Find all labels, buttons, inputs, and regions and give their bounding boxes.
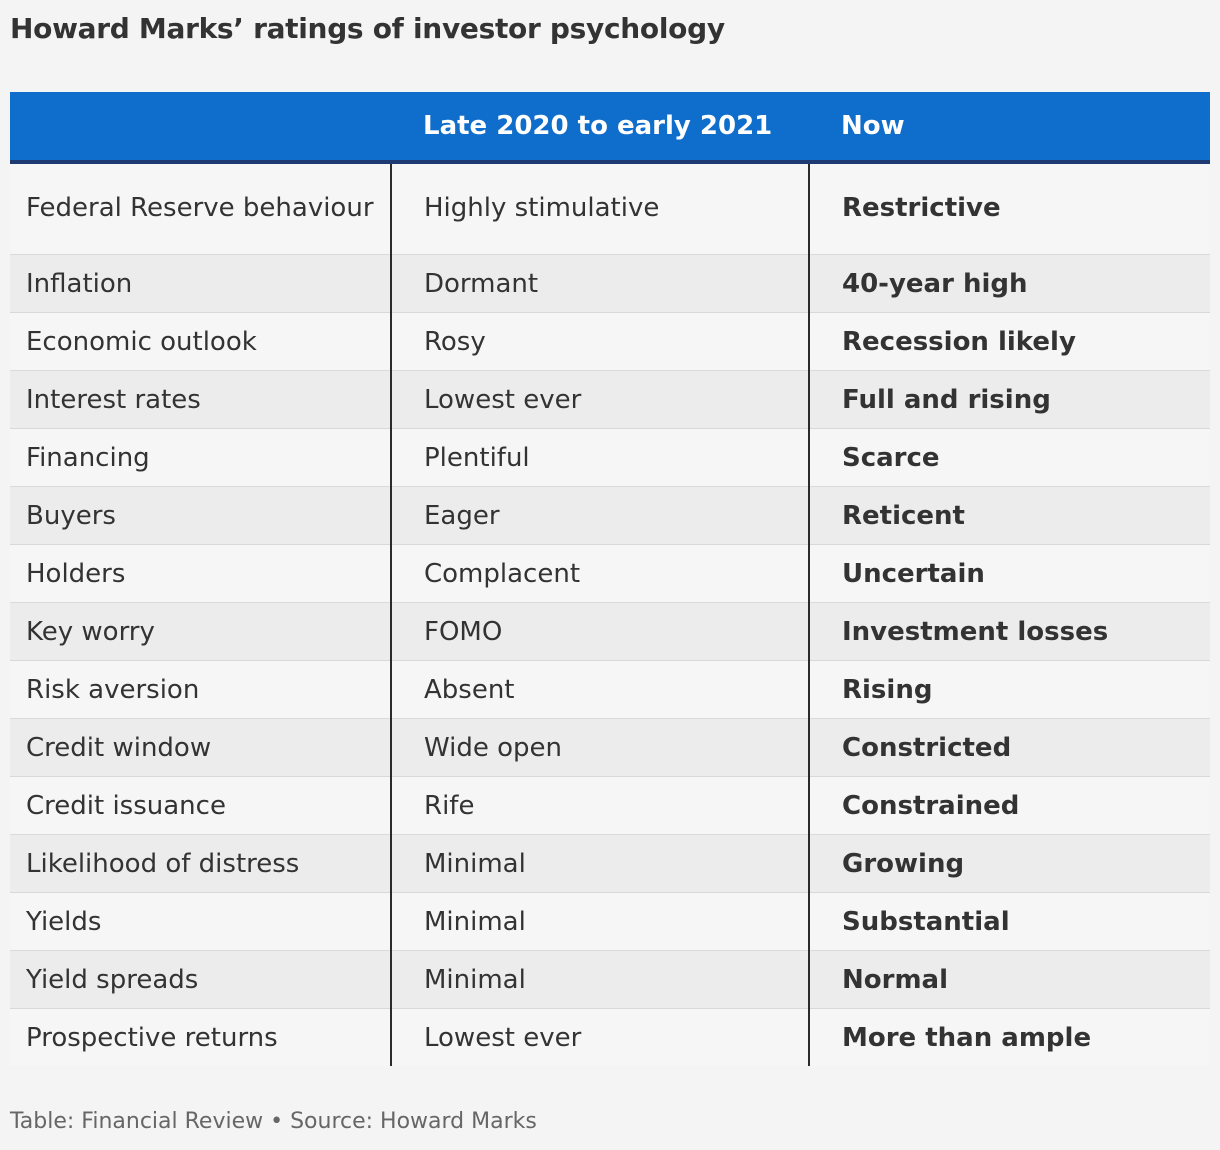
row-now-value: 40-year high — [808, 254, 1210, 313]
row-then-value: Lowest ever — [390, 370, 809, 429]
row-label: Economic outlook — [10, 312, 391, 371]
source-credit: Table: Financial Review • Source: Howard… — [10, 1109, 537, 1134]
row-now-value: Substantial — [808, 892, 1210, 951]
row-now-value: Full and rising — [808, 370, 1210, 429]
page-title: Howard Marks’ ratings of investor psycho… — [10, 12, 725, 45]
row-now-value: Constrained — [808, 776, 1210, 835]
row-then-value: Minimal — [390, 892, 809, 951]
table-row: Yield spreads Minimal Normal — [10, 950, 1210, 1009]
row-now-value: Growing — [808, 834, 1210, 893]
table-row: Interest rates Lowest ever Full and risi… — [10, 370, 1210, 429]
row-now-value: Investment losses — [808, 602, 1210, 661]
table-header-row: Late 2020 to early 2021 Now — [10, 92, 1210, 164]
row-now-value: Reticent — [808, 486, 1210, 545]
row-now-value: Recession likely — [808, 312, 1210, 371]
table-row: Financing Plentiful Scarce — [10, 428, 1210, 487]
table-row: Federal Reserve behaviour Highly stimula… — [10, 162, 1210, 255]
row-label: Interest rates — [10, 370, 391, 429]
row-now-value: Normal — [808, 950, 1210, 1009]
table-row: Credit window Wide open Constricted — [10, 718, 1210, 777]
row-label: Yields — [10, 892, 391, 951]
table-row: Inflation Dormant 40-year high — [10, 254, 1210, 313]
table-row: Likelihood of distress Minimal Growing — [10, 834, 1210, 893]
row-label: Buyers — [10, 486, 391, 545]
row-label: Prospective returns — [10, 1008, 391, 1066]
row-then-value: Minimal — [390, 834, 809, 893]
row-label: Yield spreads — [10, 950, 391, 1009]
row-then-value: Eager — [390, 486, 809, 545]
row-then-value: FOMO — [390, 602, 809, 661]
row-then-value: Plentiful — [390, 428, 809, 487]
table-row: Buyers Eager Reticent — [10, 486, 1210, 545]
table-body: Federal Reserve behaviour Highly stimula… — [10, 162, 1210, 1066]
table-header: Late 2020 to early 2021 Now — [10, 92, 1210, 164]
row-now-value: More than ample — [808, 1008, 1210, 1066]
row-then-value: Rosy — [390, 312, 809, 371]
row-label: Credit issuance — [10, 776, 391, 835]
row-label: Credit window — [10, 718, 391, 777]
row-now-value: Scarce — [808, 428, 1210, 487]
row-then-value: Lowest ever — [390, 1008, 809, 1066]
row-now-value: Constricted — [808, 718, 1210, 777]
row-then-value: Complacent — [390, 544, 809, 603]
row-then-value: Dormant — [390, 254, 809, 313]
row-then-value: Absent — [390, 660, 809, 719]
row-label: Likelihood of distress — [10, 834, 391, 893]
row-label: Federal Reserve behaviour — [10, 162, 391, 255]
row-now-value: Uncertain — [808, 544, 1210, 603]
row-then-value: Minimal — [390, 950, 809, 1009]
row-label: Holders — [10, 544, 391, 603]
table-row: Credit issuance Rife Constrained — [10, 776, 1210, 835]
table-row: Economic outlook Rosy Recession likely — [10, 312, 1210, 371]
row-label: Key worry — [10, 602, 391, 661]
header-cell-metric — [10, 92, 391, 164]
table-row: Prospective returns Lowest ever More tha… — [10, 1008, 1210, 1066]
row-then-value: Highly stimulative — [390, 162, 809, 255]
row-label: Financing — [10, 428, 391, 487]
table-row: Risk aversion Absent Rising — [10, 660, 1210, 719]
row-now-value: Restrictive — [808, 162, 1210, 255]
row-label: Inflation — [10, 254, 391, 313]
row-then-value: Wide open — [390, 718, 809, 777]
header-cell-then: Late 2020 to early 2021 — [391, 92, 809, 164]
row-now-value: Rising — [808, 660, 1210, 719]
row-label: Risk aversion — [10, 660, 391, 719]
header-cell-now: Now — [809, 92, 1210, 164]
row-then-value: Rife — [390, 776, 809, 835]
table-row: Holders Complacent Uncertain — [10, 544, 1210, 603]
table-row: Key worry FOMO Investment losses — [10, 602, 1210, 661]
ratings-table: Late 2020 to early 2021 Now Federal Rese… — [10, 92, 1210, 1066]
ratings-table-container: Late 2020 to early 2021 Now Federal Rese… — [10, 92, 1210, 1066]
table-row: Yields Minimal Substantial — [10, 892, 1210, 951]
